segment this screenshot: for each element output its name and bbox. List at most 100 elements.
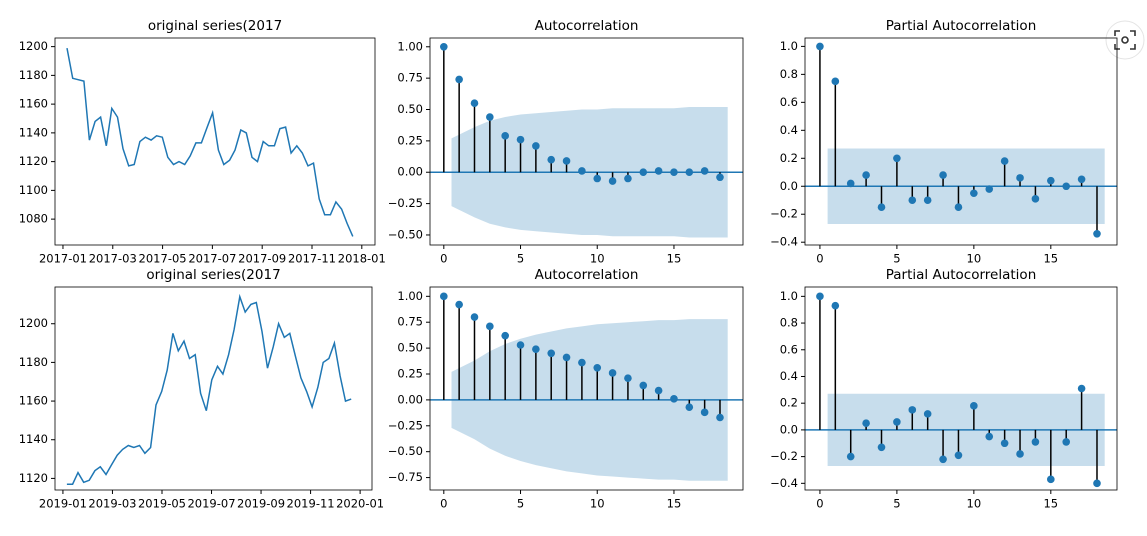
stem-marker <box>893 418 901 426</box>
stem-marker <box>547 349 556 358</box>
x-tick-label: 2017-07 <box>188 252 236 266</box>
stem-marker <box>486 113 494 121</box>
stem-marker <box>862 171 870 179</box>
y-tick-label: −0.25 <box>388 196 423 210</box>
stem-marker <box>1031 438 1040 446</box>
y-tick-label: 0.0 <box>780 179 798 193</box>
axes-frame <box>54 37 376 246</box>
button-circle[interactable] <box>1105 20 1145 60</box>
stem-marker <box>455 75 463 84</box>
stem-marker <box>970 402 978 410</box>
stem-marker <box>593 363 602 372</box>
x-tick-label: 2019-05 <box>138 497 186 511</box>
stem-marker <box>1062 182 1071 191</box>
x-tick-label: 2019-11 <box>287 497 335 511</box>
chart-title: original series(2017 <box>146 267 280 283</box>
stem-marker <box>440 42 448 51</box>
stem-marker <box>639 381 648 390</box>
stem-marker <box>455 300 463 309</box>
axes-frame <box>54 286 373 491</box>
stem-marker <box>470 99 479 108</box>
stem-marker <box>985 432 994 441</box>
stem-marker <box>1000 439 1009 448</box>
chart-title: Partial Autocorrelation <box>886 267 1037 283</box>
x-tick-label: 15 <box>667 497 682 511</box>
x-tick-label: 2017-01 <box>39 252 87 266</box>
series-line <box>66 47 354 237</box>
x-tick-label: 15 <box>667 252 682 266</box>
stem-marker <box>985 185 994 193</box>
y-tick-label: −0.25 <box>388 418 423 432</box>
stem-marker <box>862 419 870 428</box>
y-tick-label: 0.75 <box>397 71 423 85</box>
stem-marker <box>954 203 963 212</box>
y-tick-label: 1180 <box>19 355 48 369</box>
stem-marker <box>562 353 571 362</box>
stem-marker <box>532 345 540 353</box>
y-tick-label: 1.0 <box>780 39 798 53</box>
stem-marker <box>654 386 663 395</box>
y-tick-label: 1.0 <box>780 289 798 303</box>
axes-frame <box>804 286 1118 491</box>
x-tick-label: 2017-05 <box>139 252 187 266</box>
stem-marker <box>654 167 663 175</box>
x-tick-label: 0 <box>816 252 823 266</box>
y-tick-label: −0.4 <box>770 235 798 249</box>
stem-marker <box>923 196 932 205</box>
y-tick-label: −0.4 <box>770 476 798 490</box>
stem-marker <box>877 443 886 452</box>
y-tick-label: 0.2 <box>780 396 798 410</box>
x-tick-label: 10 <box>590 497 605 511</box>
x-tick-label: 15 <box>1043 252 1058 266</box>
y-tick-label: −0.50 <box>388 227 423 241</box>
stem-marker <box>1016 450 1024 458</box>
y-tick-label: 0.25 <box>397 367 423 381</box>
stem-marker <box>547 155 556 164</box>
stem-marker <box>1000 157 1009 165</box>
axes-frame <box>429 286 744 491</box>
stem-marker <box>578 167 586 175</box>
stem-marker <box>516 341 525 349</box>
y-tick-label: 1200 <box>19 316 48 330</box>
stem-marker <box>970 189 978 198</box>
scan-icon <box>1114 30 1136 50</box>
stem-marker <box>939 171 947 179</box>
stem-marker <box>954 451 963 460</box>
y-tick-label: 1.00 <box>397 289 423 303</box>
x-tick-label: 0 <box>816 497 823 511</box>
stem-marker <box>846 452 855 461</box>
stem-marker <box>639 168 648 177</box>
stem-marker <box>1016 174 1024 182</box>
y-tick-label: 0.75 <box>397 315 423 329</box>
stem-marker <box>908 196 917 205</box>
stem-marker <box>939 455 947 464</box>
scan-button[interactable] <box>1105 20 1145 60</box>
y-tick-label: 1180 <box>19 68 48 82</box>
y-tick-label: 0.4 <box>780 123 798 137</box>
stem-marker <box>593 174 602 183</box>
stem-marker <box>1077 175 1086 184</box>
y-tick-label: 0.6 <box>780 342 798 356</box>
stem-marker <box>893 154 901 163</box>
stem-marker <box>923 410 932 418</box>
x-tick-label: 5 <box>517 252 524 266</box>
chart-title: original series(2017 <box>148 18 282 34</box>
stem-marker <box>501 331 509 340</box>
x-tick-label: 2017-03 <box>89 252 137 266</box>
y-tick-label: 0.00 <box>397 165 423 179</box>
x-tick-label: 15 <box>1043 497 1058 511</box>
stem-marker <box>846 179 855 188</box>
stem-marker <box>1077 384 1086 393</box>
stem-marker <box>831 77 840 86</box>
stem-marker <box>608 369 617 377</box>
y-tick-label: 0.6 <box>780 95 798 109</box>
stem-marker <box>470 313 479 321</box>
x-tick-label: 5 <box>893 252 900 266</box>
stem-marker <box>1093 230 1101 238</box>
x-tick-label: 2019-01 <box>39 497 87 511</box>
axes-frame <box>429 37 744 246</box>
x-tick-label: 5 <box>517 497 524 511</box>
x-tick-label: 2019-07 <box>187 497 235 511</box>
stem-marker <box>685 403 694 411</box>
stem-marker <box>1062 438 1071 446</box>
